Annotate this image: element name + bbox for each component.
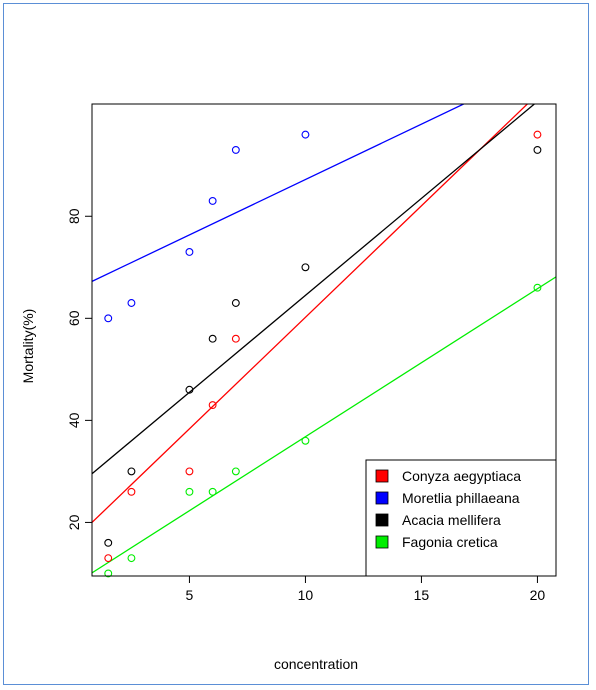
data-point-2-2 — [185, 385, 194, 394]
data-point-2-4 — [231, 299, 240, 307]
legend-swatch-3 — [375, 535, 389, 549]
scatter-chart: 5 10 15 20 20 40 60 80 concentration Mortality(… — [20, 103, 557, 672]
data-point-2-5 — [301, 263, 310, 272]
data-point-2-6 — [533, 145, 542, 154]
data-point-3-2 — [185, 487, 194, 496]
data-point-3-3 — [208, 487, 217, 496]
data-point-0-3 — [208, 401, 217, 410]
data-point-3-1 — [127, 554, 136, 563]
data-point-3-4 — [231, 467, 240, 476]
y-tick-label-0: 20 — [66, 514, 82, 530]
data-point-0-4 — [231, 334, 240, 343]
data-point-2-1 — [127, 467, 136, 476]
data-point-0-0 — [104, 554, 113, 563]
x-axis-title: concentration — [274, 656, 358, 672]
data-point-0-5 — [533, 130, 542, 139]
data-point-1-4 — [231, 145, 240, 154]
data-point-1-1 — [127, 299, 136, 307]
legend-label-3: Fagonia cretica — [402, 534, 498, 550]
legend-box — [365, 459, 557, 577]
data-point-0-1 — [127, 487, 136, 496]
y-tick-label-2: 60 — [66, 310, 82, 326]
legend-swatch-0 — [375, 469, 389, 483]
x-tick-label-0: 5 — [186, 587, 194, 603]
y-tick-label-3: 80 — [66, 208, 82, 224]
x-tick-label-3: 20 — [530, 587, 546, 603]
legend: Conyza aegyptiaca Moretlia phillaeana Acac… — [365, 459, 557, 577]
data-point-3-0 — [104, 569, 113, 578]
chart-frame: 5 10 15 20 20 40 60 80 concentration Mortality(… — [3, 3, 589, 685]
data-point-1-3 — [208, 197, 217, 205]
legend-swatch-1 — [375, 491, 389, 505]
data-point-0-2 — [185, 467, 194, 476]
data-point-1-0 — [104, 314, 113, 323]
data-point-3-5 — [301, 436, 310, 445]
plot-box — [91, 103, 557, 577]
plot-layer — [92, 104, 556, 578]
legend-label-0: Conyza aegyptiaca — [402, 468, 521, 484]
data-point-1-5 — [301, 130, 310, 139]
data-point-2-0 — [104, 538, 113, 547]
axes-layer: 5 10 15 20 20 40 60 80 — [66, 103, 557, 603]
y-axis-title: Mortality(%) — [20, 309, 36, 384]
x-tick-label-1: 10 — [298, 587, 314, 603]
legend-label-2: Acacia mellifera — [402, 512, 501, 528]
y-tick-label-1: 40 — [66, 412, 82, 428]
x-tick-label-2: 15 — [414, 587, 430, 603]
legend-swatch-2 — [375, 513, 389, 527]
fit-line-1 — [92, 104, 466, 282]
legend-label-1: Moretlia phillaeana — [402, 490, 520, 506]
fit-line-3 — [92, 276, 556, 574]
data-point-2-3 — [208, 334, 217, 343]
data-point-3-6 — [533, 283, 542, 292]
fit-line-2 — [92, 104, 536, 475]
data-point-1-2 — [185, 248, 194, 256]
